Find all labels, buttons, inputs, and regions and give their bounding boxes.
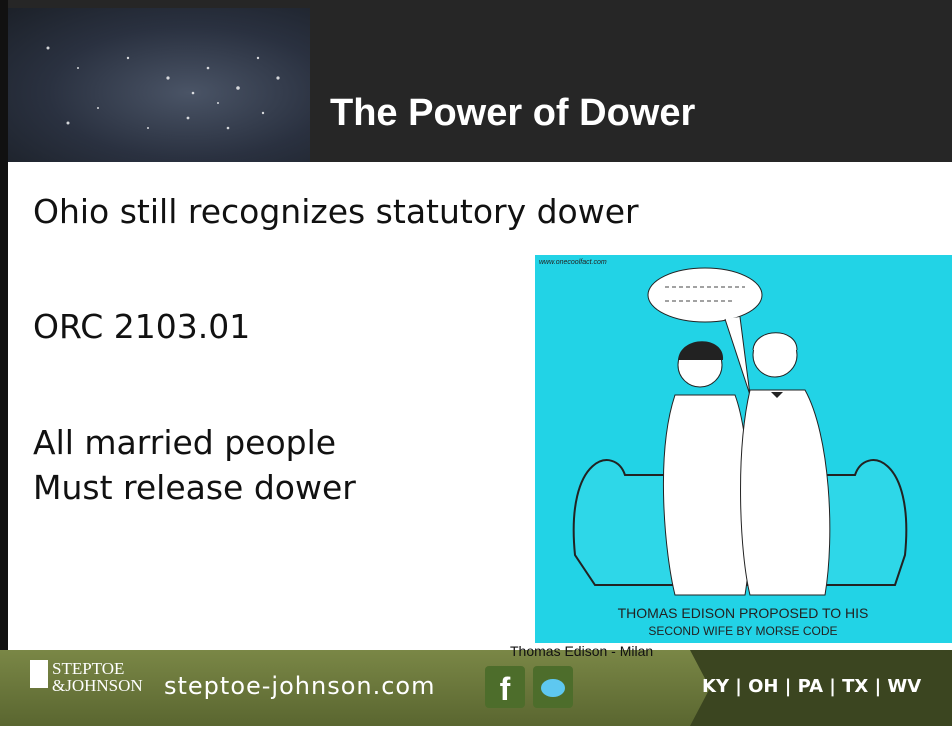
image-credit: Thomas Edison - Milan <box>510 643 653 659</box>
left-border <box>0 0 8 650</box>
cartoon-caption: SECOND WIFE BY MORSE CODE <box>648 624 837 638</box>
body-line: All married people <box>33 423 336 462</box>
logo-line: &JOHNSON <box>52 677 143 694</box>
body-line: ORC 2103.01 <box>33 307 250 346</box>
states-list: KY | OH | PA | TX | WV <box>702 676 921 697</box>
body-line: Must release dower <box>33 468 356 507</box>
night-map-image <box>8 8 310 162</box>
svg-text:f: f <box>500 671 511 707</box>
map-lights <box>8 8 310 162</box>
cartoon-source: www.onecoolfact.com <box>539 259 607 266</box>
body-line: Ohio still recognizes statutory dower <box>33 192 639 231</box>
cartoon: www.onecoolfact.com THOMAS EDISON PROPOS… <box>535 255 952 643</box>
slide-title: The Power of Dower <box>330 92 695 135</box>
website-url[interactable]: steptoe-johnson.com <box>164 672 436 700</box>
cartoon-caption: THOMAS EDISON PROPOSED TO HIS <box>618 605 869 621</box>
logo-line: STEPTOE <box>52 660 143 677</box>
slide: The Power of Dower Ohio still recognizes… <box>0 0 952 726</box>
logo: STEPTOE &JOHNSON <box>52 660 143 694</box>
